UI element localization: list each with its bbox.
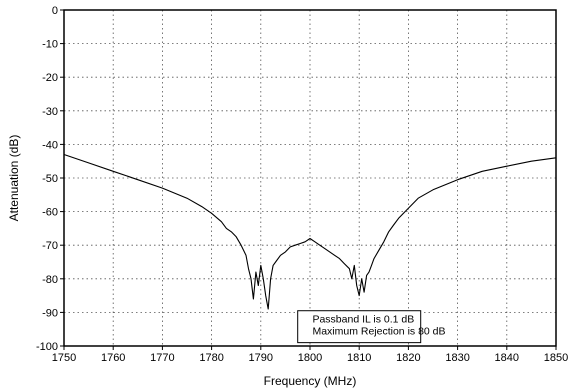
x-tick-label: 1750 (52, 352, 76, 364)
x-axis-ticks: 1750 1760 1770 1780 1790 1800 1810 1820 1830 1840… (52, 346, 568, 364)
annotation-frame (297, 310, 422, 344)
x-tick-label: 1800 (298, 352, 322, 364)
x-tick-label: 1790 (249, 352, 273, 364)
x-tick-label: 1820 (396, 352, 420, 364)
y-tick-label: -80 (42, 274, 58, 286)
y-tick-label: 0 (52, 5, 58, 17)
y-tick-label: -60 (42, 207, 58, 219)
series-layer (63, 153, 557, 310)
annotation-line-2: Maximum Rejection is 80 dB (312, 326, 445, 338)
x-tick-label: 1760 (101, 352, 125, 364)
x-tick-label: 1810 (347, 352, 371, 364)
y-tick-label: -20 (42, 72, 58, 84)
x-tick-label: 1830 (445, 352, 469, 364)
x-tick-label: 1770 (150, 352, 174, 364)
y-axis-title: Attenuation (dB) (7, 135, 21, 222)
annotation-box: Passband IL is 0.1 dB Maximum Rejection … (297, 310, 446, 344)
y-tick-label: -40 (42, 139, 58, 151)
y-tick-label: -90 (42, 307, 58, 319)
grid-lines (64, 10, 556, 346)
y-tick-label: -30 (42, 106, 58, 118)
y-tick-label: -70 (42, 240, 58, 252)
x-tick-label: 1780 (199, 352, 223, 364)
attenuation-series-line (63, 153, 557, 310)
x-axis-title: Frequency (MHz) (264, 374, 357, 388)
x-tick-label: 1840 (495, 352, 519, 364)
y-tick-label: -50 (42, 173, 58, 185)
y-tick-label: -100 (36, 341, 58, 353)
annotation-line-1: Passband IL is 0.1 dB (312, 314, 414, 326)
y-tick-label: -10 (42, 39, 58, 51)
x-tick-label: 1850 (544, 352, 568, 364)
y-axis-ticks: 0 -10 -20 -30 -40 -50 -60 -70 -80 -90 -100 (36, 5, 64, 353)
